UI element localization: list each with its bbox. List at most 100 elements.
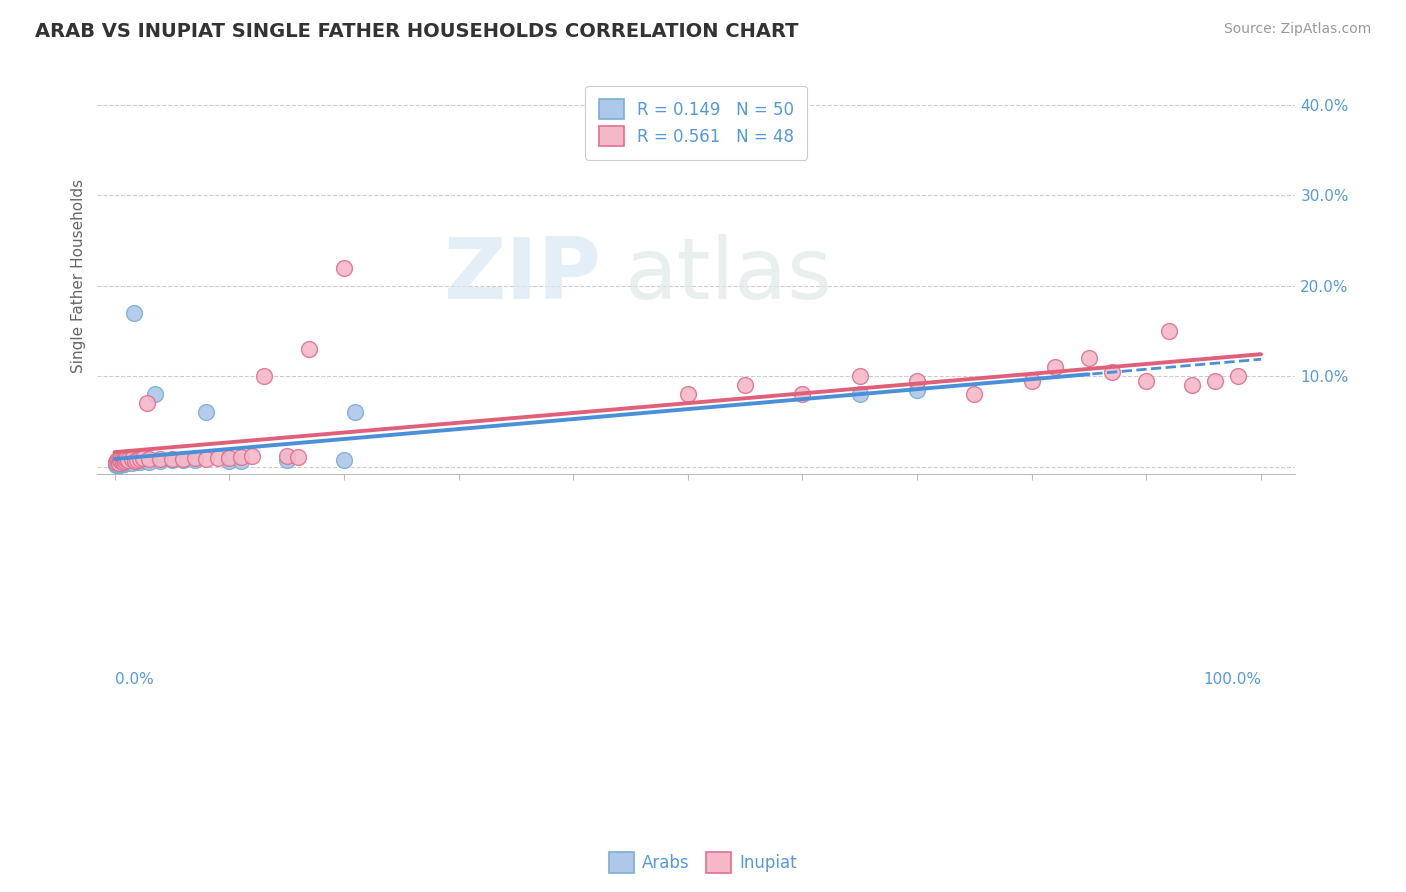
Point (1021, 374, 1043, 388)
Point (117, 455, 139, 469)
Point (110, 454, 132, 468)
Point (172, 453, 194, 467)
Point (138, 455, 160, 469)
Text: ARAB VS INUPIAT SINGLE FATHER HOUSEHOLDS CORRELATION CHART: ARAB VS INUPIAT SINGLE FATHER HOUSEHOLDS… (35, 22, 799, 41)
Point (344, 405, 367, 419)
Point (218, 454, 240, 468)
Point (298, 342, 321, 356)
Point (1181, 378, 1204, 392)
Point (121, 456, 143, 470)
Point (229, 454, 252, 468)
Point (107, 455, 129, 469)
Point (132, 453, 155, 467)
Point (110, 457, 132, 471)
Point (1227, 369, 1250, 384)
Point (127, 453, 149, 467)
Point (110, 458, 132, 472)
Point (172, 451, 194, 466)
Text: atlas: atlas (624, 235, 832, 318)
Point (240, 449, 263, 463)
Point (207, 450, 229, 465)
Text: ZIP: ZIP (443, 235, 600, 318)
Point (132, 450, 155, 465)
Point (127, 455, 149, 469)
Point (114, 456, 136, 470)
Point (110, 453, 132, 467)
Point (195, 405, 218, 419)
Point (105, 457, 128, 471)
Point (104, 456, 127, 470)
Point (333, 260, 356, 275)
Point (112, 455, 135, 469)
Point (107, 458, 129, 472)
Point (734, 378, 756, 392)
Point (160, 452, 183, 467)
Point (149, 454, 172, 468)
Point (184, 453, 207, 467)
Point (122, 306, 145, 320)
Point (1135, 374, 1157, 388)
Point (149, 451, 172, 466)
Point (105, 455, 128, 469)
Point (107, 454, 129, 468)
Point (135, 454, 157, 468)
Point (1204, 374, 1226, 388)
Point (115, 452, 138, 467)
Point (115, 456, 138, 470)
Point (112, 457, 135, 471)
Point (105, 458, 128, 472)
Point (1101, 365, 1123, 379)
Point (107, 456, 129, 470)
Point (110, 455, 132, 469)
Point (110, 452, 132, 467)
Point (276, 449, 298, 463)
Point (276, 453, 298, 467)
Point (108, 458, 131, 472)
Point (963, 387, 986, 401)
Point (105, 453, 128, 467)
Point (905, 374, 928, 388)
Point (117, 453, 139, 467)
Point (121, 452, 143, 467)
Point (104, 455, 127, 469)
Point (287, 450, 309, 464)
Point (124, 454, 146, 468)
Point (229, 450, 252, 464)
Text: 100.0%: 100.0% (1204, 673, 1261, 687)
Point (107, 457, 129, 471)
Point (104, 457, 127, 471)
Point (138, 452, 160, 467)
Point (111, 455, 134, 469)
Point (218, 450, 240, 465)
Point (1043, 360, 1066, 375)
Legend: R = 0.149   N = 50, R = 0.561   N = 48: R = 0.149 N = 50, R = 0.561 N = 48 (585, 86, 807, 160)
Point (135, 396, 157, 410)
Point (160, 453, 183, 467)
Point (849, 369, 872, 384)
Point (195, 451, 218, 466)
Text: 0.0%: 0.0% (114, 673, 153, 687)
Point (115, 456, 138, 470)
Text: Source: ZipAtlas.com: Source: ZipAtlas.com (1223, 22, 1371, 37)
Point (112, 453, 135, 467)
Y-axis label: Single Father Households: Single Father Households (72, 178, 86, 373)
Point (333, 453, 356, 467)
Point (110, 456, 132, 470)
Point (108, 457, 131, 471)
Point (111, 455, 134, 469)
Point (143, 387, 166, 401)
Point (676, 387, 699, 401)
Legend: Arabs, Inupiat: Arabs, Inupiat (602, 846, 804, 880)
Point (110, 454, 132, 468)
Point (905, 383, 928, 397)
Point (108, 456, 131, 470)
Point (252, 369, 274, 384)
Point (849, 387, 872, 401)
Point (110, 456, 132, 470)
Point (104, 458, 127, 472)
Point (105, 456, 128, 470)
Point (1159, 324, 1181, 338)
Point (108, 456, 131, 470)
Point (118, 454, 141, 468)
Point (184, 450, 207, 465)
